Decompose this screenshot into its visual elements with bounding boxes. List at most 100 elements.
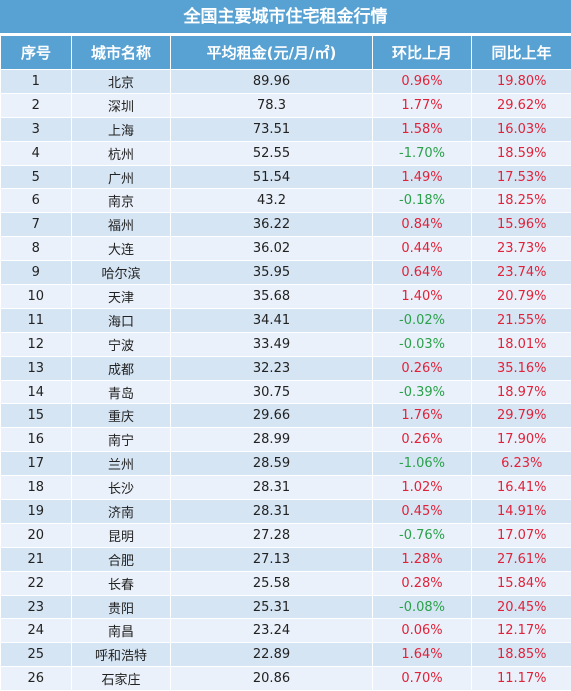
cell-yoy: 23.74%: [472, 261, 571, 285]
cell-yoy: 23.73%: [472, 237, 571, 261]
header-row: 序号 城市名称 平均租金(元/月/㎡) 环比上月 同比上年: [1, 36, 571, 70]
cell-avg-rent: 33.49: [171, 332, 373, 356]
cell-mom: 0.28%: [373, 571, 472, 595]
cell-index: 14: [1, 380, 72, 404]
cell-mom: 0.26%: [373, 356, 472, 380]
cell-avg-rent: 23.24: [171, 619, 373, 643]
cell-mom: 0.64%: [373, 261, 472, 285]
cell-avg-rent: 36.02: [171, 237, 373, 261]
cell-city: 昆明: [72, 523, 171, 547]
cell-city: 海口: [72, 308, 171, 332]
cell-index: 6: [1, 189, 72, 213]
cell-avg-rent: 35.68: [171, 285, 373, 309]
cell-index: 24: [1, 619, 72, 643]
cell-index: 15: [1, 404, 72, 428]
cell-yoy: 6.23%: [472, 452, 571, 476]
cell-city: 贵阳: [72, 595, 171, 619]
cell-index: 25: [1, 643, 72, 667]
cell-avg-rent: 34.41: [171, 308, 373, 332]
cell-avg-rent: 28.31: [171, 476, 373, 500]
cell-yoy: 14.91%: [472, 500, 571, 524]
cell-mom: 1.49%: [373, 165, 472, 189]
cell-mom: 0.84%: [373, 213, 472, 237]
table-title: 全国主要城市住宅租金行情: [0, 0, 571, 35]
cell-mom: -1.70%: [373, 141, 472, 165]
cell-avg-rent: 78.3: [171, 93, 373, 117]
cell-index: 18: [1, 476, 72, 500]
cell-mom: -0.08%: [373, 595, 472, 619]
cell-mom: -0.76%: [373, 523, 472, 547]
cell-yoy: 27.61%: [472, 547, 571, 571]
cell-avg-rent: 20.86: [171, 667, 373, 691]
cell-index: 7: [1, 213, 72, 237]
cell-city: 杭州: [72, 141, 171, 165]
cell-avg-rent: 27.13: [171, 547, 373, 571]
header-avg-rent: 平均租金(元/月/㎡): [171, 36, 373, 70]
cell-yoy: 17.90%: [472, 428, 571, 452]
cell-yoy: 18.01%: [472, 332, 571, 356]
cell-avg-rent: 22.89: [171, 643, 373, 667]
cell-mom: 1.28%: [373, 547, 472, 571]
cell-city: 福州: [72, 213, 171, 237]
cell-index: 9: [1, 261, 72, 285]
cell-index: 12: [1, 332, 72, 356]
cell-avg-rent: 73.51: [171, 117, 373, 141]
cell-mom: 0.96%: [373, 70, 472, 94]
cell-yoy: 18.85%: [472, 643, 571, 667]
cell-yoy: 20.45%: [472, 595, 571, 619]
cell-city: 长沙: [72, 476, 171, 500]
cell-index: 1: [1, 70, 72, 94]
cell-mom: 0.45%: [373, 500, 472, 524]
cell-mom: 0.44%: [373, 237, 472, 261]
cell-avg-rent: 36.22: [171, 213, 373, 237]
cell-mom: -1.06%: [373, 452, 472, 476]
cell-mom: 1.64%: [373, 643, 472, 667]
cell-city: 长春: [72, 571, 171, 595]
cell-mom: -0.03%: [373, 332, 472, 356]
cell-city: 青岛: [72, 380, 171, 404]
cell-city: 北京: [72, 70, 171, 94]
cell-avg-rent: 25.31: [171, 595, 373, 619]
cell-yoy: 16.03%: [472, 117, 571, 141]
cell-index: 22: [1, 571, 72, 595]
cell-index: 13: [1, 356, 72, 380]
cell-avg-rent: 35.95: [171, 261, 373, 285]
cell-avg-rent: 30.75: [171, 380, 373, 404]
cell-yoy: 18.25%: [472, 189, 571, 213]
cell-avg-rent: 27.28: [171, 523, 373, 547]
cell-mom: 1.77%: [373, 93, 472, 117]
cell-mom: 0.70%: [373, 667, 472, 691]
cell-index: 11: [1, 308, 72, 332]
cell-avg-rent: 28.99: [171, 428, 373, 452]
cell-city: 深圳: [72, 93, 171, 117]
cell-mom: -0.02%: [373, 308, 472, 332]
cell-yoy: 15.84%: [472, 571, 571, 595]
cell-index: 16: [1, 428, 72, 452]
cell-yoy: 21.55%: [472, 308, 571, 332]
cell-city: 合肥: [72, 547, 171, 571]
cell-city: 大连: [72, 237, 171, 261]
cell-mom: -0.39%: [373, 380, 472, 404]
cell-yoy: 29.79%: [472, 404, 571, 428]
cell-mom: 0.26%: [373, 428, 472, 452]
cell-city: 济南: [72, 500, 171, 524]
cell-city: 兰州: [72, 452, 171, 476]
